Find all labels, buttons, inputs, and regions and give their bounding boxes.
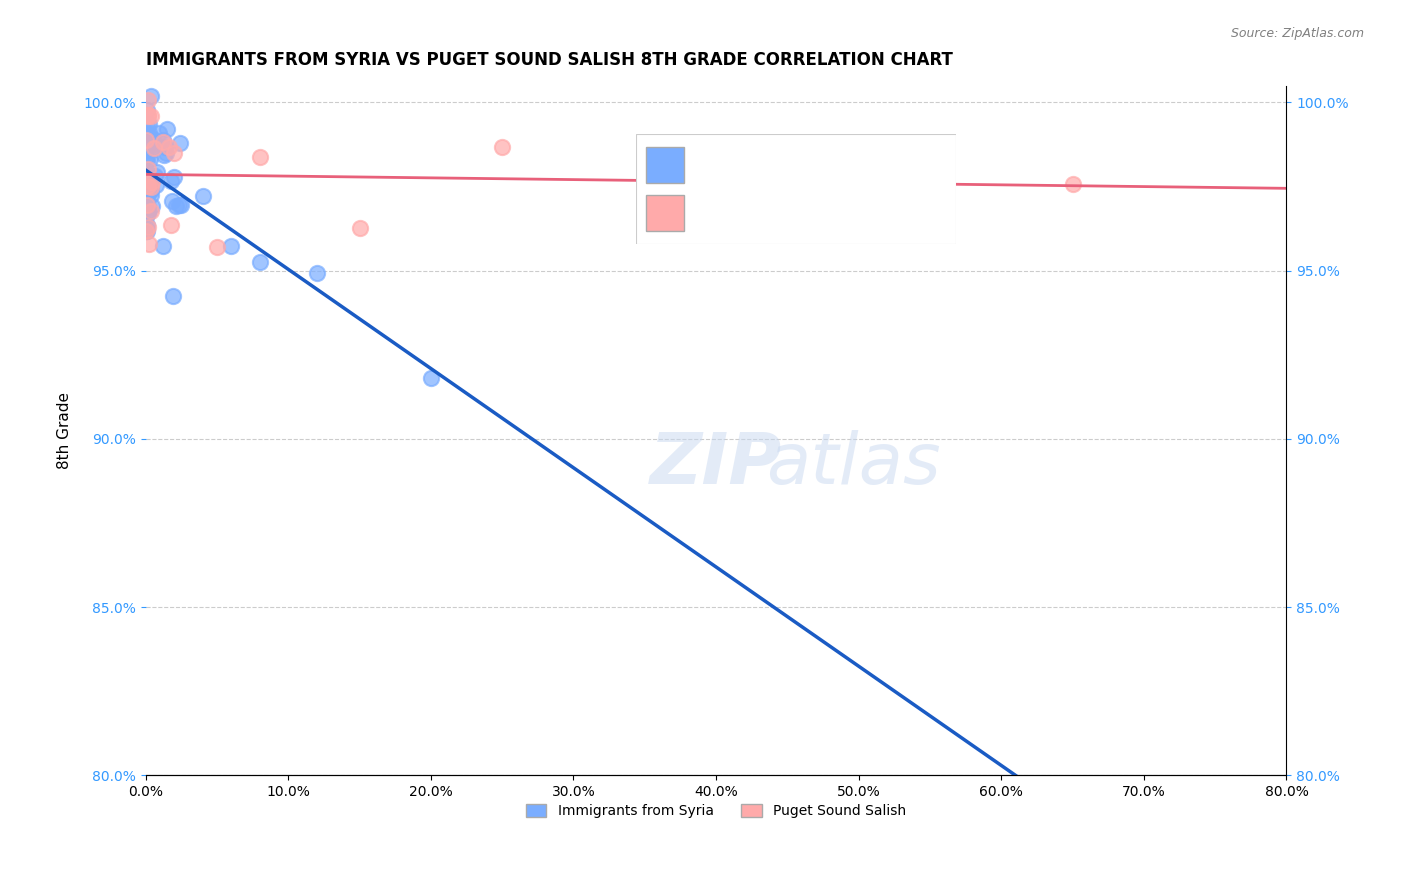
Point bbox=[152, 132, 174, 146]
Point bbox=[148, 126, 170, 140]
Legend: Immigrants from Syria, Puget Sound Salish: Immigrants from Syria, Puget Sound Salis… bbox=[520, 798, 912, 823]
Point bbox=[135, 224, 157, 238]
Point bbox=[139, 88, 162, 103]
Point bbox=[146, 165, 169, 179]
Point bbox=[143, 140, 166, 154]
Point bbox=[141, 199, 163, 213]
Point bbox=[135, 218, 157, 232]
Point bbox=[136, 200, 159, 214]
Point bbox=[135, 119, 157, 133]
Point bbox=[139, 143, 162, 157]
Point bbox=[136, 189, 159, 203]
Point bbox=[704, 174, 727, 188]
Point bbox=[157, 140, 180, 154]
Text: Source: ZipAtlas.com: Source: ZipAtlas.com bbox=[1230, 27, 1364, 40]
Point bbox=[249, 255, 271, 269]
Point bbox=[136, 93, 159, 107]
Point bbox=[138, 162, 160, 177]
Point bbox=[162, 289, 184, 303]
Point bbox=[138, 126, 160, 140]
Point bbox=[143, 136, 166, 151]
Point bbox=[141, 176, 163, 190]
Point bbox=[139, 179, 162, 194]
Point bbox=[142, 136, 165, 151]
Point bbox=[135, 151, 157, 165]
Point bbox=[135, 224, 157, 238]
Point bbox=[166, 199, 188, 213]
Point bbox=[135, 220, 157, 235]
Point bbox=[349, 220, 371, 235]
Point bbox=[139, 182, 162, 196]
Point bbox=[219, 239, 242, 253]
Point bbox=[152, 135, 174, 149]
Point bbox=[136, 153, 159, 168]
Point bbox=[138, 117, 160, 131]
Point bbox=[135, 143, 157, 157]
Text: ZIP: ZIP bbox=[650, 431, 782, 500]
Y-axis label: 8th Grade: 8th Grade bbox=[58, 392, 72, 469]
Point bbox=[491, 140, 513, 154]
Point bbox=[169, 136, 191, 150]
Point bbox=[136, 205, 159, 219]
Point bbox=[167, 198, 190, 212]
Point bbox=[138, 135, 160, 149]
Text: atlas: atlas bbox=[766, 431, 941, 500]
Point bbox=[163, 146, 186, 161]
Point bbox=[136, 186, 159, 200]
Point bbox=[1062, 178, 1084, 192]
Point bbox=[249, 150, 271, 164]
Point bbox=[160, 173, 183, 187]
Point bbox=[142, 132, 165, 146]
Point bbox=[160, 218, 183, 232]
Point bbox=[135, 223, 157, 237]
Point bbox=[153, 148, 176, 162]
Point bbox=[135, 209, 157, 223]
Point bbox=[155, 146, 177, 161]
Text: IMMIGRANTS FROM SYRIA VS PUGET SOUND SALISH 8TH GRADE CORRELATION CHART: IMMIGRANTS FROM SYRIA VS PUGET SOUND SAL… bbox=[146, 51, 952, 69]
Point bbox=[305, 266, 328, 280]
Point bbox=[139, 110, 162, 124]
Point bbox=[139, 182, 162, 196]
Point bbox=[152, 239, 174, 253]
Point bbox=[136, 109, 159, 123]
Point bbox=[136, 219, 159, 234]
Point bbox=[138, 237, 160, 252]
Point bbox=[135, 198, 157, 212]
Point bbox=[136, 171, 159, 186]
Point bbox=[160, 194, 183, 208]
Point bbox=[143, 169, 166, 183]
Point bbox=[139, 133, 162, 147]
Point bbox=[135, 199, 157, 213]
Point bbox=[419, 371, 441, 385]
Point bbox=[139, 204, 162, 219]
Point bbox=[155, 122, 177, 136]
Point bbox=[191, 189, 214, 203]
Point bbox=[145, 178, 167, 193]
Point bbox=[136, 168, 159, 182]
Point bbox=[136, 108, 159, 122]
Point bbox=[135, 171, 157, 186]
Point bbox=[135, 133, 157, 147]
Point bbox=[136, 206, 159, 220]
Point bbox=[205, 239, 228, 253]
Point bbox=[153, 140, 176, 154]
Point bbox=[139, 188, 162, 202]
Point bbox=[135, 200, 157, 214]
Point bbox=[138, 183, 160, 197]
Point bbox=[163, 170, 186, 185]
Point bbox=[135, 166, 157, 180]
Point bbox=[169, 198, 191, 212]
Point bbox=[139, 152, 162, 166]
Point bbox=[135, 103, 157, 117]
Point bbox=[135, 127, 157, 141]
Point bbox=[136, 178, 159, 193]
